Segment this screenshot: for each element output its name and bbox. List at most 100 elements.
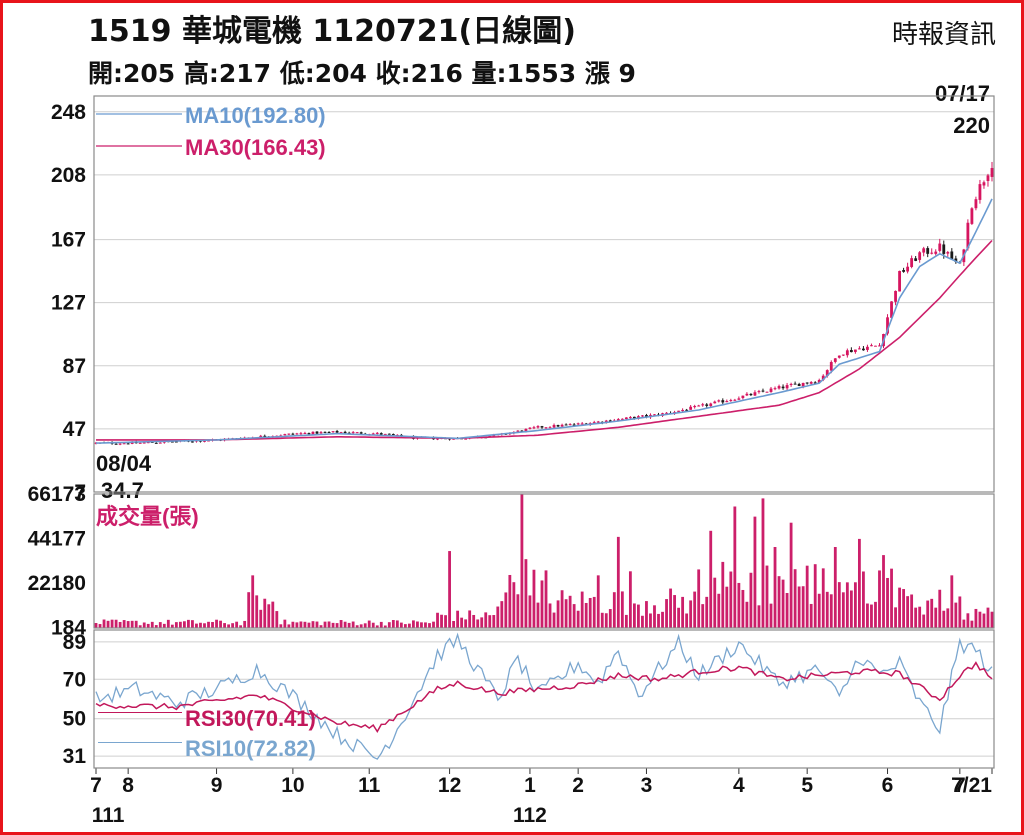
volume-bar [315, 621, 319, 628]
candle-body [568, 424, 572, 426]
volume-bar [866, 603, 869, 628]
volume-bar [311, 621, 315, 628]
candle-body [263, 435, 267, 437]
candle [749, 393, 753, 397]
price-tick-label: 208 [51, 164, 86, 187]
x-tick-label: 4 [733, 774, 745, 797]
volume-bar [327, 621, 331, 628]
volume-bar [283, 619, 287, 628]
candle-body [564, 424, 568, 426]
candle-body [890, 301, 893, 318]
ma10-line [95, 198, 993, 444]
volume-bar [612, 592, 616, 628]
volume-bar [922, 614, 926, 628]
volume-bar [395, 620, 399, 628]
candle-body [528, 427, 532, 429]
candle [741, 395, 745, 400]
candle [914, 256, 918, 262]
candle-body [307, 433, 311, 435]
volume-bar [813, 564, 817, 628]
candle-body [359, 432, 363, 434]
volume-bar [399, 622, 403, 628]
candle [705, 403, 709, 408]
x-tick-label: 9 [211, 774, 223, 797]
rsi10-line [95, 632, 993, 760]
volume-bar [624, 614, 628, 628]
candle [536, 425, 540, 429]
volume-bar [914, 607, 918, 628]
candle [837, 355, 841, 359]
candle-body [745, 393, 749, 396]
candle [894, 290, 897, 306]
candle-body [781, 386, 785, 389]
candle-body [142, 442, 146, 444]
volume-bar [797, 586, 801, 628]
volume-bar [645, 601, 648, 628]
candle [757, 389, 761, 394]
x-tick-label: 7/21 [951, 774, 992, 797]
volume-bar [954, 602, 958, 628]
volume-bar [343, 621, 347, 628]
volume-bar [488, 615, 492, 628]
volume-bar [793, 569, 797, 628]
candle-body [866, 346, 869, 350]
candle [906, 262, 910, 274]
candle-body [628, 417, 632, 419]
candle-body [930, 252, 934, 254]
candle-body [130, 441, 134, 444]
candle [934, 249, 938, 256]
volume-bar [231, 623, 235, 628]
volume-bar [359, 624, 363, 628]
volume-bar [930, 598, 934, 628]
candle-body [191, 441, 194, 443]
volume-bar [432, 621, 435, 628]
volume-bar [781, 579, 785, 628]
volume-bar [484, 612, 488, 628]
candle [789, 382, 793, 387]
volume-bar [335, 623, 339, 628]
volume-bar [504, 592, 508, 628]
volume-bar [681, 596, 685, 628]
candle [733, 398, 737, 401]
candle-body [319, 432, 323, 434]
volume-bar [761, 498, 765, 628]
volume-bar [174, 622, 178, 628]
volume-bar [673, 595, 676, 628]
volume-bar [544, 570, 548, 628]
low-date-annotation: 08/04 [96, 451, 152, 476]
volume-bar [223, 623, 226, 628]
rsi-legend-entry: RSI30(70.41) [185, 706, 316, 731]
candle-body [323, 431, 327, 433]
candle [580, 421, 584, 425]
volume-bar [829, 594, 833, 628]
volume-bar [560, 590, 564, 628]
volume-bar [319, 625, 323, 628]
candle-body [632, 416, 636, 419]
volume-bar [303, 621, 307, 628]
price-legend-entry: MA10(192.80) [185, 103, 326, 128]
volume-bar [857, 538, 861, 628]
candle [556, 424, 560, 428]
volume-bar [211, 622, 214, 628]
x-tick-label: 10 [281, 774, 304, 797]
volume-bar [978, 611, 982, 628]
volume-bar [412, 620, 415, 628]
candle [845, 348, 849, 358]
candle [628, 416, 632, 419]
candle [528, 427, 532, 430]
volume-bar [452, 620, 456, 628]
volume-bar [962, 619, 966, 628]
volume-bar [472, 614, 476, 628]
candle [303, 431, 307, 435]
volume-bar [849, 590, 853, 628]
volume-bar [134, 620, 138, 628]
candle [986, 173, 990, 187]
volume-bar [295, 622, 299, 628]
volume-bar [874, 601, 877, 628]
candle-body [303, 433, 307, 435]
volume-bar [882, 555, 885, 628]
volume-bar [528, 595, 532, 628]
candle-body [837, 355, 841, 358]
volume-bar [130, 620, 134, 628]
